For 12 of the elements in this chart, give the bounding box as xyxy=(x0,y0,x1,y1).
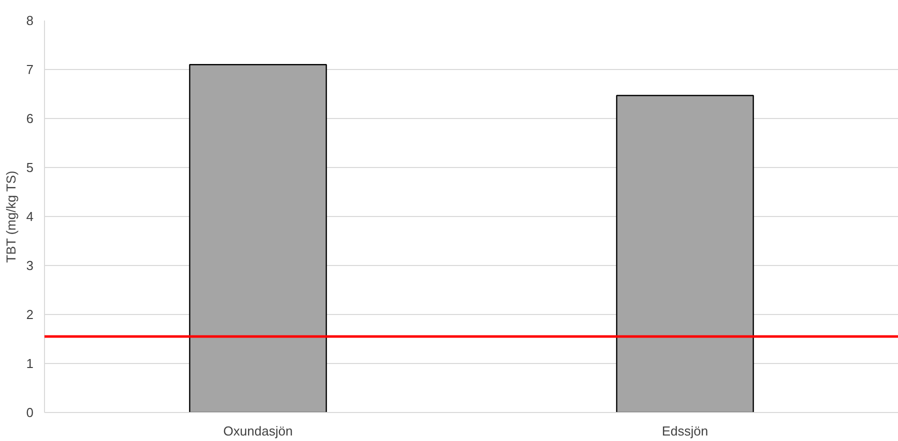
y-tick-label: 7 xyxy=(26,62,34,77)
y-tick-label: 0 xyxy=(26,405,34,420)
x-tick-label: Edssjön xyxy=(662,424,708,438)
y-tick-label: 1 xyxy=(26,356,34,371)
y-tick-label: 5 xyxy=(26,160,34,175)
y-tick-label: 8 xyxy=(26,13,34,28)
y-tick-label: 2 xyxy=(26,307,34,322)
y-tick-label: 3 xyxy=(26,258,34,273)
y-axis-title: TBT (mg/kg TS) xyxy=(3,170,18,263)
x-tick-label: Oxundasjön xyxy=(223,424,293,438)
y-tick-label: 6 xyxy=(26,111,34,126)
y-tick-label: 4 xyxy=(26,209,34,224)
